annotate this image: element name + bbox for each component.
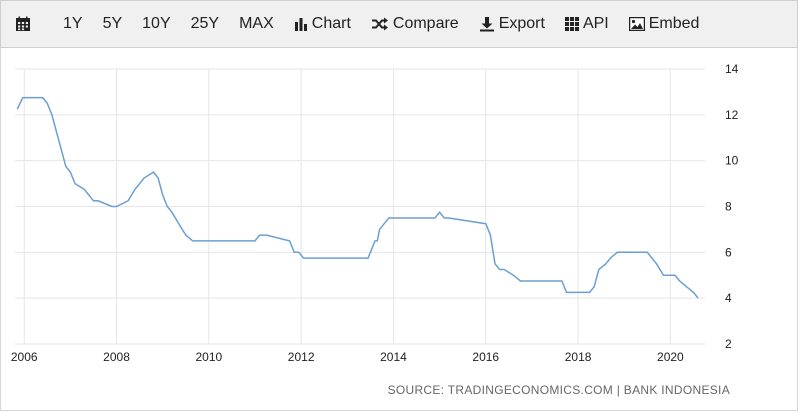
- calendar-icon: [16, 16, 30, 31]
- download-icon: [479, 17, 494, 32]
- y-tick-label: 12: [725, 108, 739, 122]
- embed-button[interactable]: Embed: [619, 0, 710, 48]
- x-tick-label: 2018: [565, 350, 592, 364]
- x-tick-label: 2020: [657, 350, 684, 364]
- source-label: SOURCE: TRADINGECONOMICS.COM | BANK INDO…: [388, 383, 730, 397]
- x-tick-label: 2008: [103, 350, 130, 364]
- bar-chart-icon: [294, 18, 307, 31]
- tick-labels: 2 4 6 8 10 12 14 2006 2008 2010 2012 2014 2016 2018 20…: [11, 62, 739, 364]
- export-button[interactable]: Export: [469, 0, 555, 48]
- gridlines: [15, 68, 705, 345]
- calendar-button[interactable]: [1, 0, 53, 48]
- range-5y-button[interactable]: 5Y: [102, 15, 123, 32]
- range-max-button[interactable]: MAX: [239, 15, 274, 32]
- compare-button[interactable]: Compare: [361, 0, 469, 48]
- series-line: [16, 96, 699, 299]
- x-tick-label: 2014: [380, 350, 407, 364]
- chart-area: [0, 48, 798, 411]
- image-icon: [628, 17, 645, 31]
- range-25y-button[interactable]: 25Y: [190, 15, 220, 32]
- y-tick-label: 14: [725, 62, 739, 76]
- x-tick-label: 2016: [472, 350, 499, 364]
- embed-label: Embed: [648, 15, 700, 32]
- x-tick-label: 2010: [195, 350, 222, 364]
- y-tick-label: 2: [725, 337, 732, 351]
- chart-label: Chart: [311, 15, 351, 32]
- shuffle-icon: [371, 17, 388, 31]
- toolbar: 1Y 5Y 10Y 25Y MAX Chart Compare Export: [0, 0, 798, 48]
- range-1y-button[interactable]: 1Y: [63, 15, 83, 32]
- range-10y-button[interactable]: 10Y: [142, 15, 171, 32]
- y-tick-label: 6: [725, 245, 732, 259]
- y-tick-label: 10: [725, 154, 739, 168]
- y-tick-label: 4: [725, 291, 732, 305]
- chart-button[interactable]: Chart: [284, 0, 361, 48]
- compare-label: Compare: [392, 15, 459, 32]
- export-label: Export: [498, 15, 545, 32]
- api-button[interactable]: API: [555, 0, 619, 48]
- x-tick-label: 2006: [11, 350, 38, 364]
- y-tick-label: 8: [725, 200, 732, 214]
- grid-icon: [564, 17, 579, 31]
- api-label: API: [582, 15, 609, 32]
- x-tick-label: 2012: [288, 350, 315, 364]
